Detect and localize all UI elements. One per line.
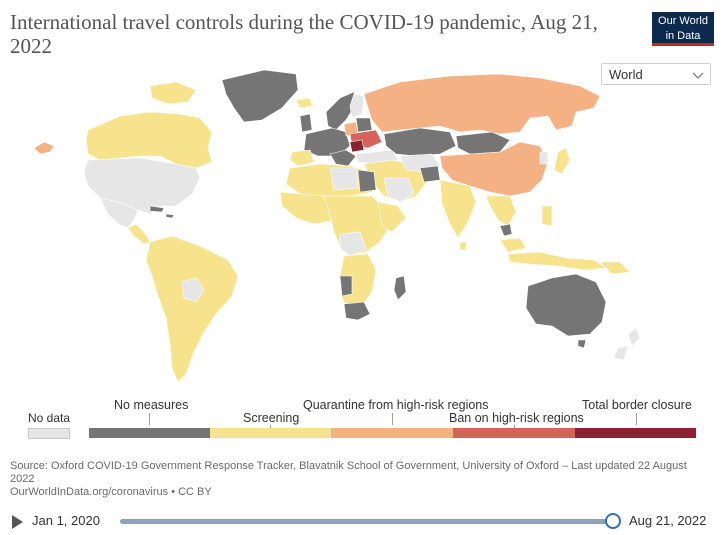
map-new-zealand-south (613, 345, 629, 361)
map-greenland (221, 69, 299, 123)
map-uk (299, 113, 313, 133)
map-kazakhstan (383, 127, 457, 157)
map-south-america (145, 235, 239, 383)
legend-no-data-swatch (28, 428, 70, 439)
map-caribbean-2 (165, 213, 175, 219)
map-iberia (289, 149, 315, 167)
source-line-2[interactable]: OurWorldInData.org/coronavirus • CC BY (10, 486, 212, 498)
legend-swatch-screening[interactable] (210, 428, 331, 438)
legend-swatch-ban[interactable] (453, 428, 575, 438)
map-se-asia (485, 195, 517, 227)
source-line-1: Source: Oxford COVID-19 Government Respo… (10, 460, 687, 485)
map-new-zealand (627, 327, 641, 347)
map-sri-lanka (459, 241, 467, 251)
map-usa (83, 157, 201, 215)
logo-line-2: in Data (665, 30, 701, 42)
map-korea (539, 151, 549, 165)
map-se-asia-2 (499, 223, 513, 237)
map-caribbean (149, 205, 165, 213)
source-note: Source: Oxford COVID-19 Government Respo… (10, 460, 700, 499)
map-alaska (33, 141, 55, 155)
map-italy-balkans (329, 149, 357, 167)
map-canada-islands (149, 81, 197, 105)
legend-label-ban[interactable]: Ban on high-risk regions (449, 411, 584, 425)
chart-title: International travel controls during the… (10, 10, 598, 58)
legend-label-total-closure[interactable]: Total border closure (582, 398, 692, 412)
map-russia (363, 73, 601, 135)
timeline-track-fill (120, 519, 614, 524)
world-map (33, 69, 641, 383)
map-mongolia (455, 131, 511, 155)
map-finland (349, 93, 365, 119)
map-tasmania (577, 339, 587, 349)
legend-tick (636, 413, 637, 425)
map-png (599, 261, 631, 275)
logo-line-1: Our World (658, 15, 708, 27)
owid-logo[interactable]: Our World in Data (652, 12, 714, 46)
map-iceland (295, 97, 313, 109)
legend-label-quarantine[interactable]: Quarantine from high-risk regions (303, 398, 489, 412)
map-libya (329, 167, 359, 191)
timeline-end-label[interactable]: Aug 21, 2022 (629, 513, 707, 528)
legend-label-screening[interactable]: Screening (243, 411, 300, 425)
legend-swatch-no-measures[interactable] (89, 428, 210, 438)
map-namibia (339, 275, 353, 297)
legend-swatch-total-closure[interactable] (575, 428, 696, 438)
legend-tick (270, 425, 271, 429)
legend-no-data-label: No data (27, 411, 71, 425)
map-drc (339, 231, 367, 257)
map-australia (525, 273, 607, 337)
map-south-america-gray (181, 277, 205, 303)
legend-tick (514, 425, 515, 429)
map-saudi (383, 177, 415, 203)
map-belarus (355, 117, 373, 133)
map-central-america (127, 223, 151, 245)
legend-swatch-quarantine[interactable] (331, 428, 453, 438)
map-philippines (541, 205, 553, 227)
map-malaysia (499, 237, 527, 253)
map-south-africa (343, 301, 371, 321)
region-select[interactable]: World (601, 63, 711, 85)
map-romania (349, 139, 365, 153)
timeline-handle[interactable] (605, 513, 621, 529)
map-japan (553, 147, 571, 175)
legend-label-no-measures[interactable]: No measures (114, 398, 189, 412)
chevron-down-icon (692, 72, 704, 79)
map-china (439, 141, 549, 197)
map-india (439, 179, 477, 239)
map-horn-africa (377, 201, 407, 233)
timeline: Jan 1, 2020 Aug 21, 2022 (0, 508, 724, 535)
play-icon[interactable] (12, 515, 23, 529)
map-madagascar (393, 275, 407, 301)
map-mexico (99, 197, 139, 229)
map-indonesia (507, 251, 607, 271)
legend-tick (149, 413, 150, 425)
map-egypt (357, 169, 377, 193)
region-select-value: World (609, 67, 643, 82)
timeline-start-label[interactable]: Jan 1, 2020 (32, 513, 100, 528)
legend-tick (392, 413, 393, 425)
